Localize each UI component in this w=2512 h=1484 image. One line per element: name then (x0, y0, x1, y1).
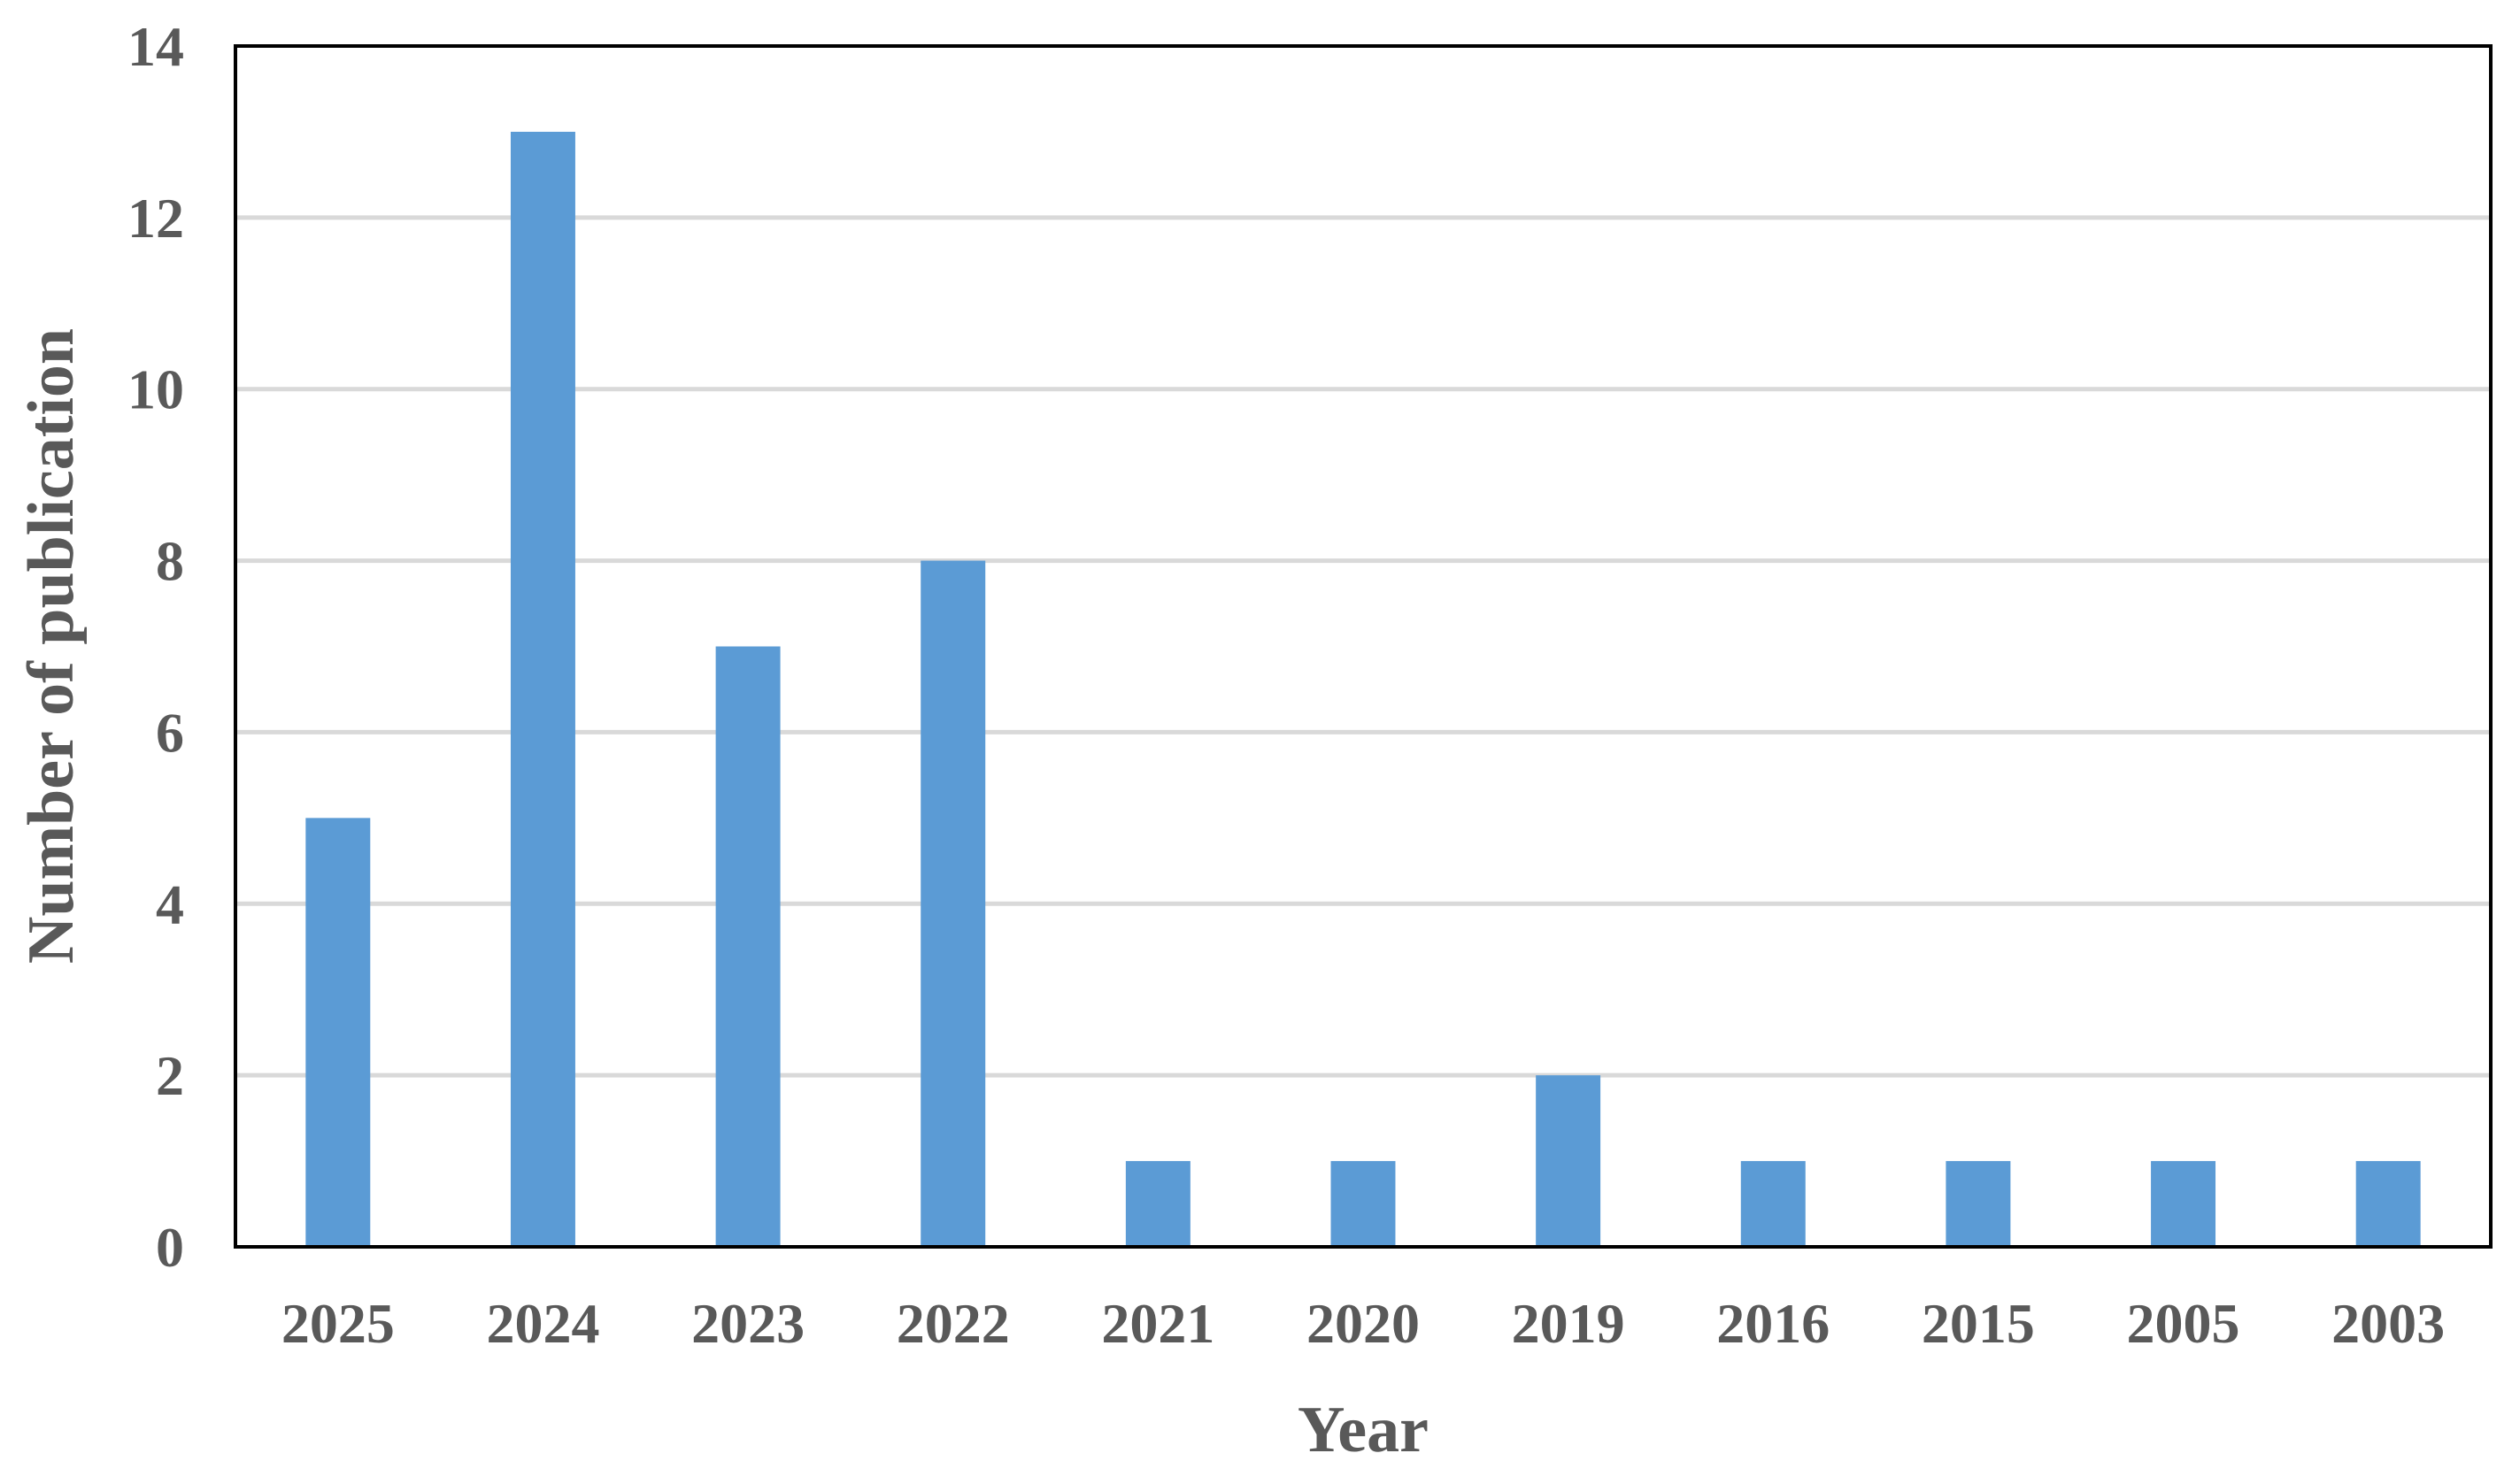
y-tick-label: 4 (156, 873, 184, 935)
bar-2005 (2151, 1161, 2216, 1247)
x-tick-label-2022: 2022 (897, 1292, 1010, 1355)
plot-frame (234, 44, 2493, 1249)
y-axis-title: Number of publication (15, 328, 88, 964)
y-tick-label: 8 (156, 530, 184, 593)
x-tick-label-2020: 2020 (1306, 1292, 1420, 1355)
x-tick-label-2024: 2024 (486, 1292, 599, 1355)
x-tick-label-2015: 2015 (1922, 1292, 2035, 1355)
x-tick-label-2016: 2016 (1716, 1292, 1830, 1355)
bar-2019 (1536, 1075, 1601, 1247)
y-tick-label: 12 (127, 187, 184, 250)
x-axis-title: Year (1298, 1394, 1429, 1466)
bar-2024 (510, 131, 575, 1247)
x-tick-label-2003: 2003 (2331, 1292, 2445, 1355)
y-tick-label: 0 (156, 1216, 184, 1279)
y-tick-label: 2 (156, 1044, 184, 1107)
x-tick-label-2019: 2019 (1512, 1292, 1625, 1355)
x-tick-label-2025: 2025 (281, 1292, 395, 1355)
y-tick-labels: 0 2 4 6 8 10 12 14 (127, 15, 184, 1279)
bar-2023 (715, 646, 781, 1247)
x-tick-label-2021: 2021 (1101, 1292, 1214, 1355)
bar-2015 (1946, 1161, 2011, 1247)
bar-2020 (1330, 1161, 1396, 1247)
y-tick-label: 6 (156, 701, 184, 764)
bar-2025 (305, 818, 371, 1247)
x-tick-label-2005: 2005 (2127, 1292, 2240, 1355)
x-tick-labels: 2025 2024 2023 2022 2021 2020 2019 2016 2015 2005… (281, 1292, 2445, 1355)
bar-2016 (1740, 1161, 1806, 1247)
x-tick-label-2023: 2023 (691, 1292, 805, 1355)
bar-2021 (1125, 1161, 1191, 1247)
bars (305, 131, 2421, 1247)
y-tick-label: 10 (127, 358, 184, 421)
y-tick-label: 14 (127, 15, 184, 78)
gridlines (235, 215, 2491, 1078)
bar-2022 (921, 560, 986, 1247)
bar-2003 (2355, 1161, 2421, 1247)
